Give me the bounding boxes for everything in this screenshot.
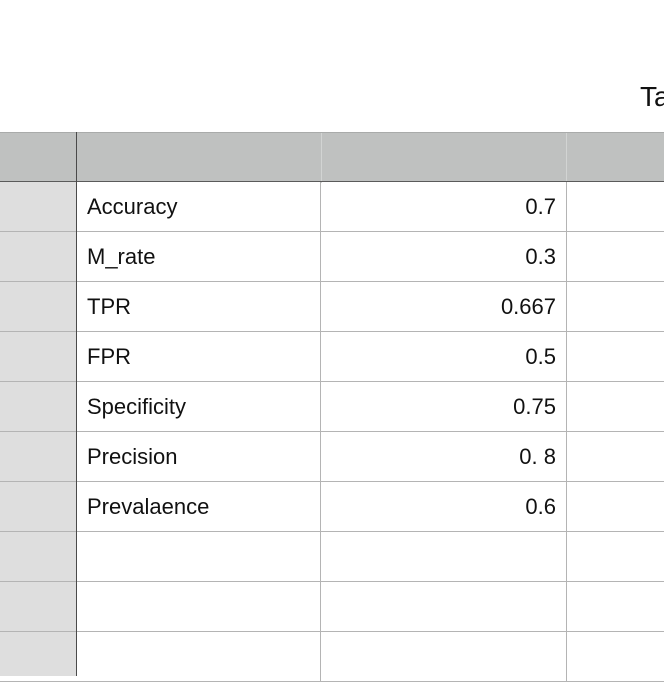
metric-label-cell[interactable]: Prevalaence <box>77 482 321 531</box>
table-row <box>0 582 664 632</box>
empty-cell[interactable] <box>567 382 664 431</box>
row-header-cell[interactable] <box>0 582 76 631</box>
row-header-column[interactable] <box>0 182 76 676</box>
metric-value-cell[interactable] <box>321 582 567 631</box>
row-header-cell[interactable] <box>0 482 76 531</box>
row-header-cell[interactable] <box>0 232 76 281</box>
table-row: Precision 0. 8 <box>0 432 664 482</box>
empty-cell[interactable] <box>567 232 664 281</box>
metric-label-cell[interactable]: M_rate <box>77 232 321 281</box>
table-row: Prevalaence 0.6 <box>0 482 664 532</box>
metric-label-cell[interactable] <box>77 582 321 631</box>
row-header-border <box>76 132 77 676</box>
table-row: TPR 0.667 <box>0 282 664 332</box>
table-row: Specificity 0.75 <box>0 382 664 432</box>
table-row <box>0 632 664 682</box>
metric-label-cell[interactable]: FPR <box>77 332 321 381</box>
empty-cell[interactable] <box>567 182 664 231</box>
metric-label-cell[interactable]: Accuracy <box>77 182 321 231</box>
empty-cell[interactable] <box>567 582 664 631</box>
metric-value-cell[interactable]: 0.6 <box>321 482 567 531</box>
metric-value-cell[interactable]: 0.667 <box>321 282 567 331</box>
empty-cell[interactable] <box>567 282 664 331</box>
empty-cell[interactable] <box>567 332 664 381</box>
header-bottom-border <box>0 181 664 182</box>
metric-label-cell[interactable]: Precision <box>77 432 321 481</box>
column-divider <box>321 133 322 183</box>
metric-value-cell[interactable] <box>321 632 567 681</box>
row-header-cell[interactable] <box>0 532 76 581</box>
row-header-cell[interactable] <box>0 282 76 331</box>
metric-value-cell[interactable]: 0. 8 <box>321 432 567 481</box>
row-header-cell[interactable] <box>0 632 76 681</box>
metric-value-cell[interactable]: 0.3 <box>321 232 567 281</box>
table-row: FPR 0.5 <box>0 332 664 382</box>
metric-value-cell[interactable]: 0.7 <box>321 182 567 231</box>
row-header-cell[interactable] <box>0 432 76 481</box>
metric-label-cell[interactable]: TPR <box>77 282 321 331</box>
metric-label-cell[interactable] <box>77 632 321 681</box>
column-divider <box>566 133 567 183</box>
table-row <box>0 532 664 582</box>
empty-cell[interactable] <box>567 532 664 581</box>
metric-value-cell[interactable]: 0.75 <box>321 382 567 431</box>
table-row: Accuracy 0.7 <box>0 182 664 232</box>
empty-cell[interactable] <box>567 482 664 531</box>
spreadsheet-grid: Accuracy 0.7 M_rate 0.3 TPR 0.667 FPR 0.5 Specif… <box>0 132 664 682</box>
row-header-cell[interactable] <box>0 382 76 431</box>
table-row: M_rate 0.3 <box>0 232 664 282</box>
empty-cell[interactable] <box>567 432 664 481</box>
metric-value-cell[interactable]: 0.5 <box>321 332 567 381</box>
table-title[interactable]: Ta <box>640 81 664 112</box>
metric-label-cell[interactable] <box>77 532 321 581</box>
empty-cell[interactable] <box>567 632 664 681</box>
column-header-row[interactable] <box>0 132 664 183</box>
row-header-cell[interactable] <box>0 182 76 231</box>
row-header-cell[interactable] <box>0 332 76 381</box>
metric-label-cell[interactable]: Specificity <box>77 382 321 431</box>
metric-value-cell[interactable] <box>321 532 567 581</box>
